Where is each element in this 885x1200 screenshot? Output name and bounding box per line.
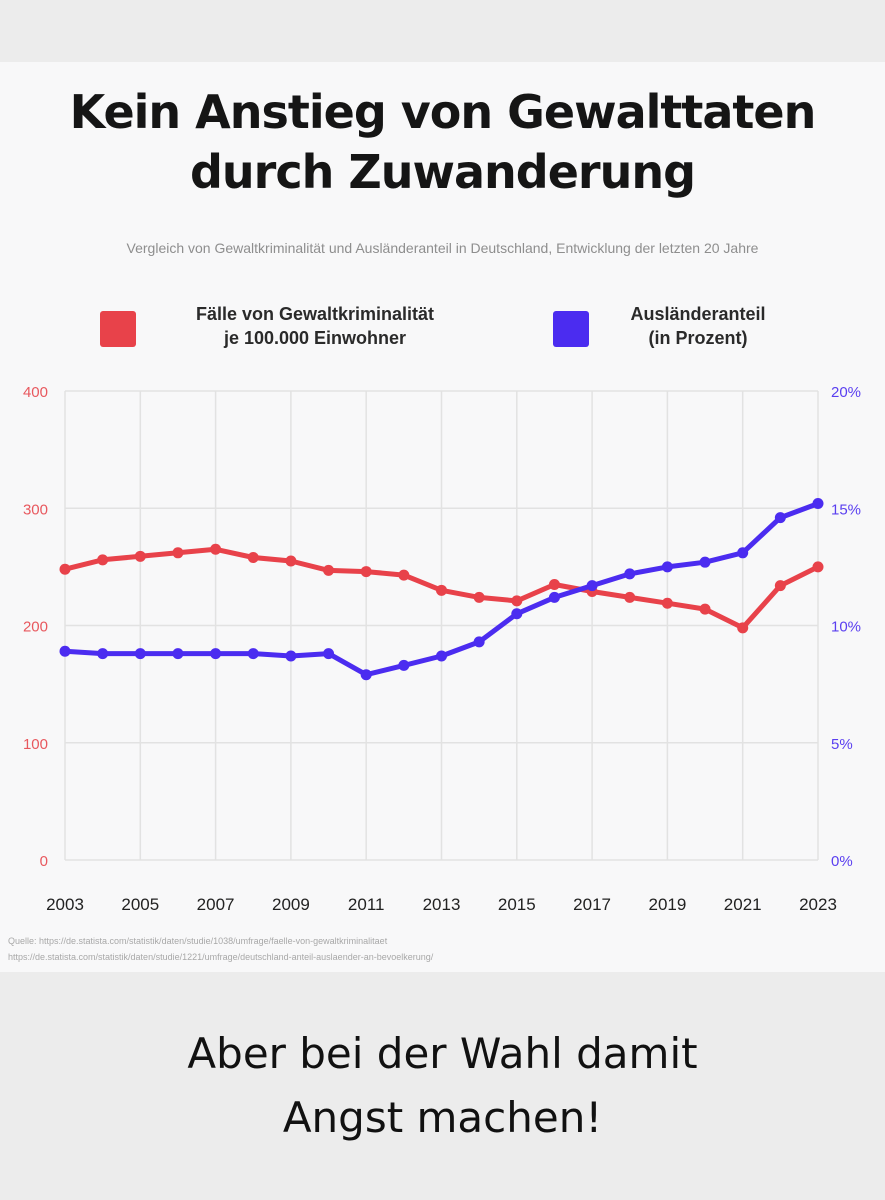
y-right-tick-label: 10%	[831, 619, 861, 636]
crime-data-point	[624, 591, 636, 603]
y-axis-right: 0% 5% 10% 15% 20%	[831, 384, 861, 870]
foreign-share-data-point	[323, 648, 335, 660]
foreign-share-data-point	[210, 648, 222, 660]
foreign-share-data-point	[398, 659, 410, 671]
foreign-share-data-point	[586, 580, 598, 592]
x-tick-label: 2005	[121, 895, 159, 914]
legend-crime-line-2: je 100.000 Einwohner	[223, 328, 407, 348]
foreign-share-data-point	[360, 669, 372, 681]
foreign-share-data-point	[511, 608, 523, 620]
y-axis-left: 0 100 200 300 400	[23, 384, 48, 870]
crime-data-point	[436, 584, 447, 596]
foreign-share-data-point	[436, 650, 447, 662]
y-left-tick-label: 400	[23, 384, 48, 401]
foreign-share-data-point	[548, 591, 560, 603]
line-chart: 0 100 200 300 400 0% 5% 10% 15% 20% 2003 2005 2007…	[23, 384, 861, 914]
crime-data-point	[398, 569, 410, 581]
caption-line-1: Aber bei der Wahl damit	[187, 1029, 698, 1078]
crime-data-point	[285, 555, 297, 567]
y-left-tick-label: 200	[23, 619, 48, 636]
crime-data-point	[774, 580, 786, 592]
chart-series	[59, 498, 824, 681]
crime-data-point	[699, 603, 711, 615]
legend-foreign-swatch	[553, 311, 589, 347]
crime-data-point	[473, 591, 485, 603]
x-tick-label: 2011	[348, 895, 385, 914]
crime-data-point	[360, 566, 372, 578]
crime-data-point	[210, 543, 222, 555]
chart-subtitle: Vergleich von Gewaltkriminalität und Aus…	[126, 240, 759, 256]
source-line-1: Quelle: https://de.statista.com/statisti…	[8, 936, 388, 946]
legend-foreign: Ausländeranteil (in Prozent)	[553, 302, 793, 352]
title-line-2: durch Zuwanderung	[189, 145, 696, 199]
crime-data-point	[59, 563, 71, 575]
legend-foreign-line-1: Ausländeranteil	[630, 304, 766, 324]
foreign-share-data-point	[247, 648, 259, 660]
y-right-tick-label: 15%	[831, 501, 861, 518]
chart-title: Kein Anstieg von Gewalttaten durch Zuwan…	[0, 82, 885, 202]
x-tick-label: 2007	[197, 895, 235, 914]
foreign-share-data-point	[97, 648, 109, 660]
foreign-share-data-point	[134, 648, 146, 660]
x-axis: 2003 2005 2007 2009 2011 2013 2015 2017 2019 2021…	[46, 895, 837, 914]
crime-data-point	[511, 595, 523, 607]
legend-foreign-label: Ausländeranteil (in Prozent)	[603, 302, 793, 350]
y-right-tick-label: 20%	[831, 384, 861, 401]
crime-data-point	[247, 551, 259, 563]
y-left-tick-label: 0	[40, 853, 48, 870]
y-left-tick-label: 100	[23, 736, 48, 753]
y-right-tick-label: 0%	[831, 853, 853, 870]
foreign-share-data-point	[699, 556, 711, 568]
foreign-share-data-point	[172, 648, 184, 660]
legend-crime: Fälle von Gewaltkriminalität je 100.000 …	[100, 302, 480, 352]
crime-data-point	[548, 578, 560, 590]
title-line-1: Kein Anstieg von Gewalttaten	[69, 85, 817, 139]
foreign-share-data-point	[473, 636, 485, 648]
foreign-share-data-point	[624, 568, 636, 580]
foreign-share-data-point	[737, 547, 749, 559]
y-left-tick-label: 300	[23, 501, 48, 518]
foreign-share-data-point	[774, 512, 786, 524]
legend-crime-line-1: Fälle von Gewaltkriminalität	[195, 304, 435, 324]
crime-data-point	[737, 622, 749, 634]
crime-data-point	[323, 564, 335, 576]
y-right-tick-label: 5%	[831, 736, 853, 753]
caption: Aber bei der Wahl damit Angst machen!	[0, 1022, 885, 1150]
x-tick-label: 2021	[724, 895, 762, 914]
caption-line-2: Angst machen!	[282, 1093, 603, 1142]
crime-data-point	[812, 561, 824, 573]
chart-grid	[64, 390, 819, 861]
x-tick-label: 2023	[799, 895, 837, 914]
foreign-share-data-point	[59, 645, 71, 657]
x-tick-label: 2013	[423, 895, 461, 914]
foreign-share-data-point	[285, 650, 297, 662]
foreign-share-data-point	[661, 561, 673, 573]
legend-foreign-line-2: (in Prozent)	[648, 328, 748, 348]
legend-crime-label: Fälle von Gewaltkriminalität je 100.000 …	[150, 302, 480, 350]
x-tick-label: 2015	[498, 895, 536, 914]
source-line-2: https://de.statista.com/statistik/daten/…	[8, 952, 434, 962]
crime-data-point	[97, 554, 109, 566]
crime-data-point	[661, 597, 673, 609]
x-tick-label: 2019	[648, 895, 686, 914]
x-tick-label: 2017	[573, 895, 611, 914]
crime-data-point	[134, 550, 146, 562]
x-tick-label: 2003	[46, 895, 84, 914]
legend-crime-swatch	[100, 311, 136, 347]
crime-data-point	[172, 547, 184, 559]
chart-card	[0, 62, 885, 972]
foreign-share-data-point	[812, 498, 824, 510]
x-tick-label: 2009	[272, 895, 310, 914]
